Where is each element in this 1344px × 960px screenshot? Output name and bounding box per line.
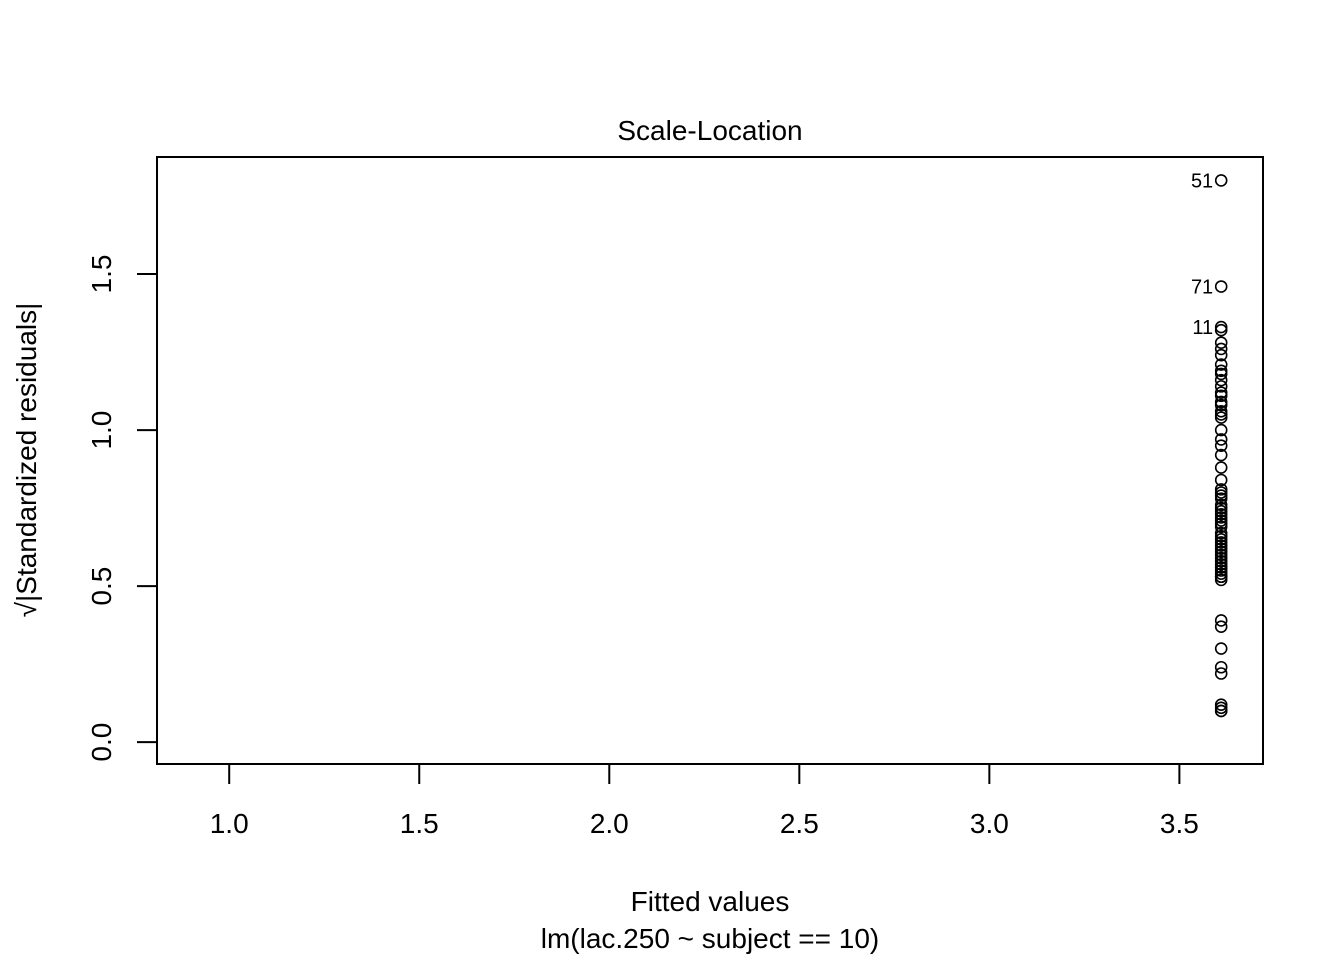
data-point <box>1214 280 1228 293</box>
point-annotations: 51 71 11 <box>1191 170 1213 339</box>
y-axis: 0.0 0.5 1.0 1.5 <box>86 255 158 762</box>
data-point <box>1214 548 1228 562</box>
data-point <box>1214 498 1228 512</box>
data-point <box>1214 486 1228 499</box>
data-point <box>1214 411 1228 424</box>
y-tick-label: 0.0 <box>86 723 117 762</box>
x-tick-label: 2.0 <box>590 808 629 839</box>
data-point <box>1214 539 1228 552</box>
data-point <box>1214 489 1228 502</box>
data-point <box>1214 389 1228 403</box>
data-point <box>1214 667 1228 680</box>
data-point <box>1214 573 1228 587</box>
data-point <box>1214 439 1228 452</box>
data-point <box>1214 504 1228 518</box>
y-tick-label: 0.5 <box>86 567 117 606</box>
data-point <box>1214 448 1228 462</box>
data-point <box>1214 704 1228 718</box>
data-point <box>1214 408 1228 421</box>
data-point <box>1214 473 1228 487</box>
data-point <box>1214 511 1228 524</box>
data-point <box>1214 557 1228 571</box>
data-point <box>1214 660 1228 674</box>
data-point <box>1214 483 1228 496</box>
data-point <box>1214 398 1228 412</box>
data-point <box>1214 526 1228 540</box>
x-tick-label: 1.5 <box>400 808 439 839</box>
data-point <box>1214 529 1228 543</box>
data-point <box>1214 492 1228 506</box>
x-tick-label: 1.0 <box>210 808 249 839</box>
data-point <box>1214 433 1228 446</box>
data-point <box>1214 348 1228 362</box>
y-axis-label-group: √|Standardized residuals| <box>11 303 42 618</box>
data-point <box>1214 642 1228 655</box>
data-point <box>1214 501 1228 515</box>
data-point <box>1214 536 1228 549</box>
data-point <box>1214 570 1228 584</box>
data-point <box>1214 554 1228 568</box>
data-point <box>1214 698 1228 712</box>
x-tick-label: 2.5 <box>780 808 819 839</box>
y-axis-label: |Standardized residuals| <box>11 303 42 602</box>
data-point <box>1214 380 1228 393</box>
data-points <box>1214 174 1228 718</box>
data-point <box>1214 320 1228 334</box>
y-tick-label: 1.5 <box>86 255 117 294</box>
data-point <box>1214 517 1228 530</box>
point-label: 51 <box>1191 170 1213 192</box>
data-point <box>1214 514 1228 527</box>
x-axis-label: Fitted values <box>631 886 790 917</box>
x-axis: 1.0 1.5 2.0 2.5 3.0 3.5 <box>210 763 1199 839</box>
data-point <box>1214 701 1228 715</box>
sqrt-symbol: √ <box>11 601 42 617</box>
svg-text:√|Standardized residuals|: √|Standardized residuals| <box>11 303 42 618</box>
data-point <box>1214 364 1228 378</box>
point-label: 71 <box>1191 277 1213 299</box>
data-point <box>1214 520 1228 534</box>
chart-title: Scale-Location <box>617 115 802 146</box>
y-tick-label: 1.0 <box>86 411 117 450</box>
data-point <box>1214 561 1228 574</box>
data-point <box>1214 545 1228 559</box>
data-point <box>1214 423 1228 437</box>
data-point <box>1214 551 1228 565</box>
data-point <box>1214 323 1228 337</box>
data-point <box>1214 614 1228 627</box>
data-point <box>1214 373 1228 387</box>
data-point <box>1214 367 1228 381</box>
data-point <box>1214 342 1228 356</box>
plot-frame <box>156 156 1264 765</box>
data-point <box>1214 542 1228 555</box>
data-point <box>1214 564 1228 577</box>
data-point <box>1214 336 1228 349</box>
data-point <box>1214 620 1228 633</box>
data-point <box>1214 174 1228 187</box>
data-point <box>1214 358 1228 371</box>
x-tick-label: 3.0 <box>970 808 1009 839</box>
x-tick-label: 3.5 <box>1160 808 1199 839</box>
data-point <box>1214 533 1228 546</box>
data-point <box>1214 405 1228 418</box>
data-point <box>1214 508 1228 521</box>
data-point <box>1214 386 1228 399</box>
data-point <box>1214 567 1228 580</box>
model-formula-subtitle: lm(lac.250 ~ subject == 10) <box>541 923 880 954</box>
point-label: 11 <box>1192 317 1213 339</box>
data-point <box>1214 461 1228 474</box>
data-point <box>1214 395 1228 409</box>
